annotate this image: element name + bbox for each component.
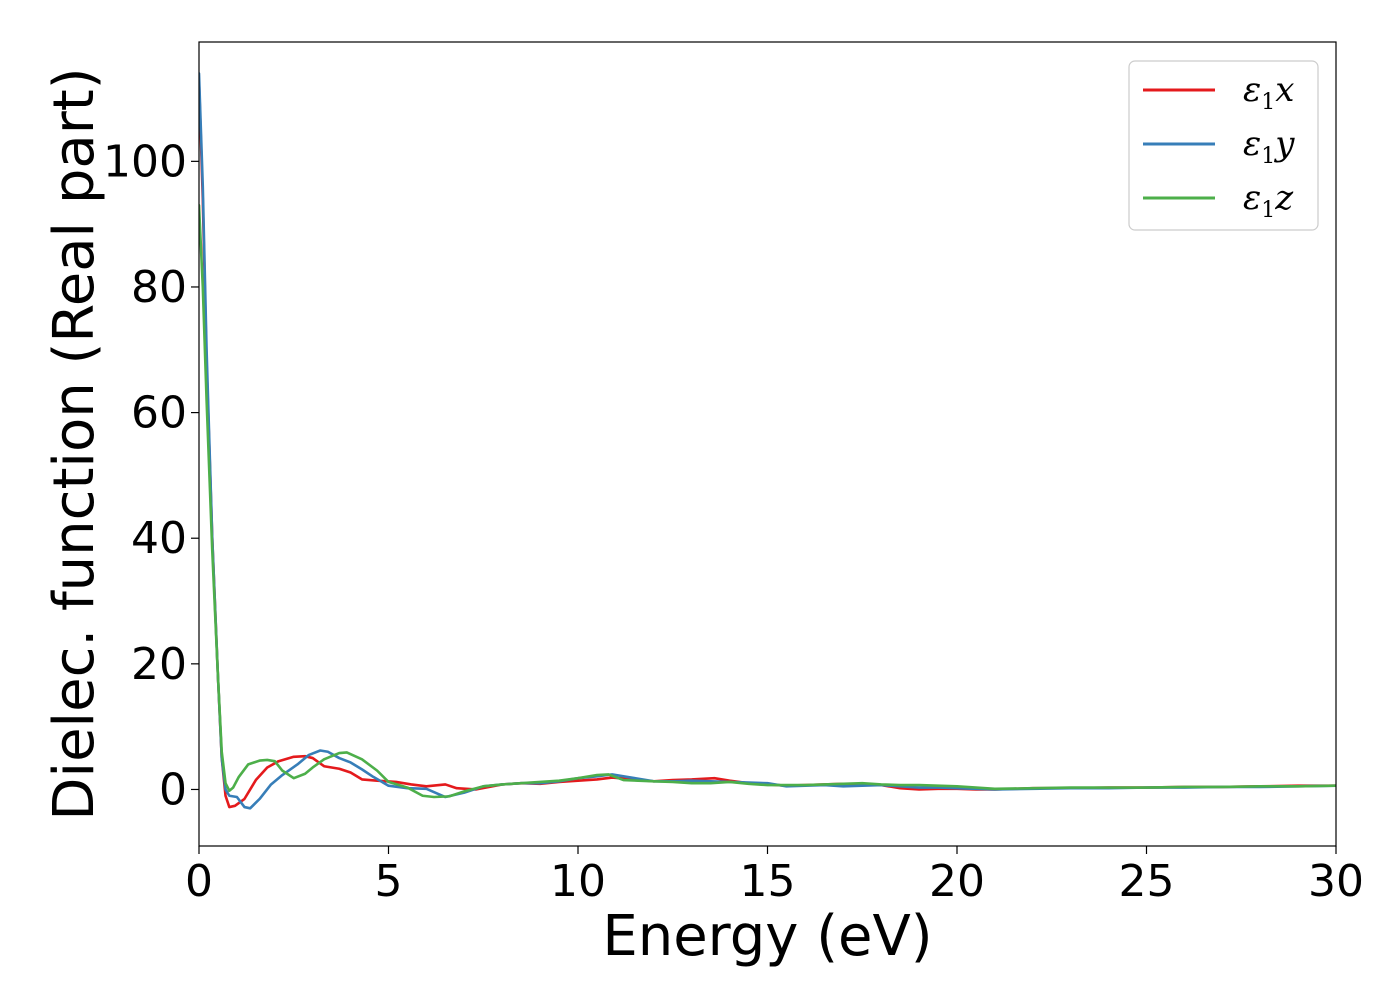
y-axis: 0 20 40 60 80 100: [103, 136, 199, 815]
legend-box: [1128, 60, 1319, 231]
y-tick-label: 100: [103, 136, 187, 187]
series-layer: [199, 72, 1336, 810]
x-tick-label: 20: [929, 856, 985, 907]
x-tick-label: 0: [185, 856, 213, 907]
legend-label: ε1y: [1243, 124, 1295, 169]
legend: ε1x ε1y ε1z: [1128, 60, 1319, 231]
x-tick-label: 30: [1308, 856, 1364, 907]
x-tick-label: 5: [375, 856, 403, 907]
y-axis-title: Dielec. function (Real part): [42, 67, 107, 820]
x-tick-label: 15: [740, 856, 796, 907]
y-tick-label: 20: [131, 639, 187, 690]
x-tick-label: 10: [550, 856, 606, 907]
legend-label: ε1z: [1243, 178, 1294, 223]
y-tick-label: 60: [131, 388, 187, 439]
y-tick-label: 80: [131, 262, 187, 313]
x-axis-title: Energy (eV): [602, 904, 932, 969]
y-tick-label: 0: [159, 764, 187, 815]
series-line-z: [199, 204, 1336, 799]
y-tick-label: 40: [131, 513, 187, 564]
x-tick-label: 25: [1119, 856, 1175, 907]
legend-label: ε1x: [1243, 70, 1294, 115]
x-axis: 0 5 10 15 20 25 30: [185, 846, 1364, 907]
